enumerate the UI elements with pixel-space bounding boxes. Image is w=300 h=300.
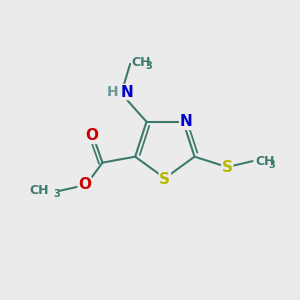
Text: 3: 3 — [53, 189, 60, 200]
Text: O: O — [78, 177, 91, 192]
Text: CH: CH — [29, 184, 49, 197]
Text: N: N — [121, 85, 134, 100]
Text: S: S — [222, 160, 233, 175]
Text: O: O — [85, 128, 99, 143]
Text: 3: 3 — [269, 160, 276, 170]
Text: 3: 3 — [146, 61, 152, 71]
Text: CH: CH — [255, 154, 274, 168]
Text: CH: CH — [132, 56, 151, 69]
Text: S: S — [159, 172, 170, 187]
Text: N: N — [180, 114, 193, 129]
Text: H: H — [107, 85, 119, 99]
